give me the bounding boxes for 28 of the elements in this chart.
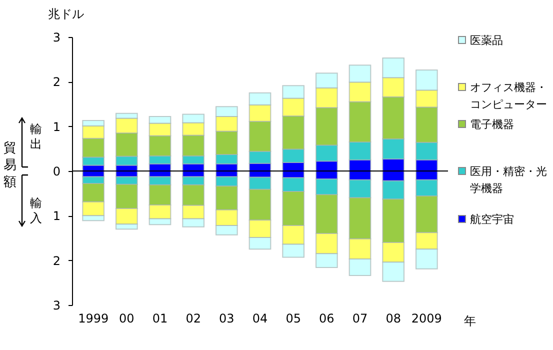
- y-tick-label: 0: [52, 164, 60, 178]
- legend-label: オフィス機器・コンピューター: [470, 81, 547, 111]
- x-tick-label: 03: [219, 312, 234, 326]
- y-tick-label: 3: [52, 30, 60, 44]
- legend-label: 航空宇宙: [470, 213, 514, 226]
- y-tick-label: 2: [52, 75, 60, 90]
- y-tick-label: 1: [52, 120, 60, 134]
- text: 輸入: [29, 196, 43, 226]
- text: 輸出: [29, 122, 43, 152]
- x-tick-label: 2009: [411, 312, 442, 326]
- legend-label: 電子機器: [470, 118, 514, 131]
- x-tick-label: 01: [152, 312, 168, 326]
- x-tick-label: 00: [119, 312, 134, 326]
- y-tick-label: 3: [52, 298, 60, 312]
- x-axis-title: 年: [464, 313, 476, 330]
- y-axis-title: 貿易額: [2, 140, 18, 191]
- x-tick-label: 08: [386, 312, 401, 326]
- x-tick-label: 02: [186, 312, 201, 326]
- x-tick-label: 06: [319, 312, 334, 326]
- x-tick-label: 05: [286, 312, 301, 326]
- x-tick-label: 07: [352, 312, 368, 326]
- chart-title: 兆ドル: [48, 6, 84, 23]
- x-tick-label: 04: [252, 312, 268, 326]
- y-tick-label: 2: [52, 254, 60, 268]
- x-tick-label: 1999: [78, 312, 109, 326]
- legend-label: 医用・精密・光学機器: [470, 165, 547, 195]
- y-tick-label: 1: [52, 209, 60, 224]
- legend-label: 医薬品: [470, 34, 503, 47]
